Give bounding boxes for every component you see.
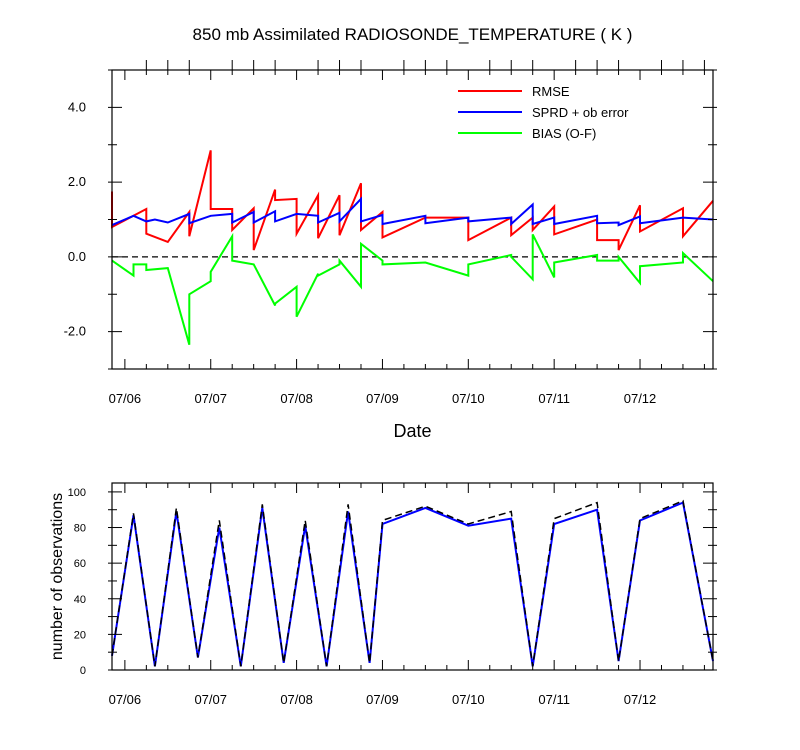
legend-label: SPRD + ob error xyxy=(532,105,629,120)
x-tick-label: 07/10 xyxy=(452,391,485,406)
x-tick-label: 07/12 xyxy=(624,692,657,707)
series-line-sprd-ob-error xyxy=(111,196,714,227)
y-tick-label: 4.0 xyxy=(68,99,86,114)
x-tick-label: 07/07 xyxy=(194,692,227,707)
legend-label: BIAS (O-F) xyxy=(532,126,596,141)
y-axis-label: number of observations xyxy=(49,493,66,660)
y-tick-label: 40 xyxy=(74,594,86,606)
series-line-rmse xyxy=(111,150,714,251)
y-tick-label: 0 xyxy=(80,665,86,677)
x-tick-label: 07/06 xyxy=(109,391,142,406)
series-line-bias-o-f- xyxy=(111,232,714,345)
x-tick-label: 07/09 xyxy=(366,391,399,406)
y-tick-label: 100 xyxy=(68,487,86,499)
x-tick-label: 07/11 xyxy=(538,391,570,406)
x-tick-label: 07/08 xyxy=(280,391,313,406)
panel-temperature-stats xyxy=(108,60,717,370)
y-tick-label: 0.0 xyxy=(68,249,86,264)
x-tick-label: 07/09 xyxy=(366,692,399,707)
y-tick-label: 60 xyxy=(74,558,86,570)
series-line-possible xyxy=(111,499,714,667)
y-tick-label: -2.0 xyxy=(64,324,86,339)
panel-observation-counts xyxy=(108,482,717,671)
x-tick-label: 07/06 xyxy=(109,692,142,707)
x-tick-label: 07/10 xyxy=(452,692,485,707)
x-tick-label: 07/07 xyxy=(194,391,227,406)
y-tick-label: 2.0 xyxy=(68,174,86,189)
x-tick-label: 07/11 xyxy=(538,692,570,707)
legend-label: RMSE xyxy=(532,84,570,99)
y-tick-label: 20 xyxy=(74,629,86,641)
plot-frame xyxy=(111,482,714,671)
series-line-assimilated xyxy=(111,501,714,667)
x-tick-label: 07/08 xyxy=(280,692,313,707)
chart-title: 850 mb Assimilated RADIOSONDE_TEMPERATUR… xyxy=(193,25,633,44)
x-tick-label: 07/12 xyxy=(624,391,657,406)
y-tick-label: 80 xyxy=(74,523,86,535)
x-axis-label: Date xyxy=(393,421,431,441)
